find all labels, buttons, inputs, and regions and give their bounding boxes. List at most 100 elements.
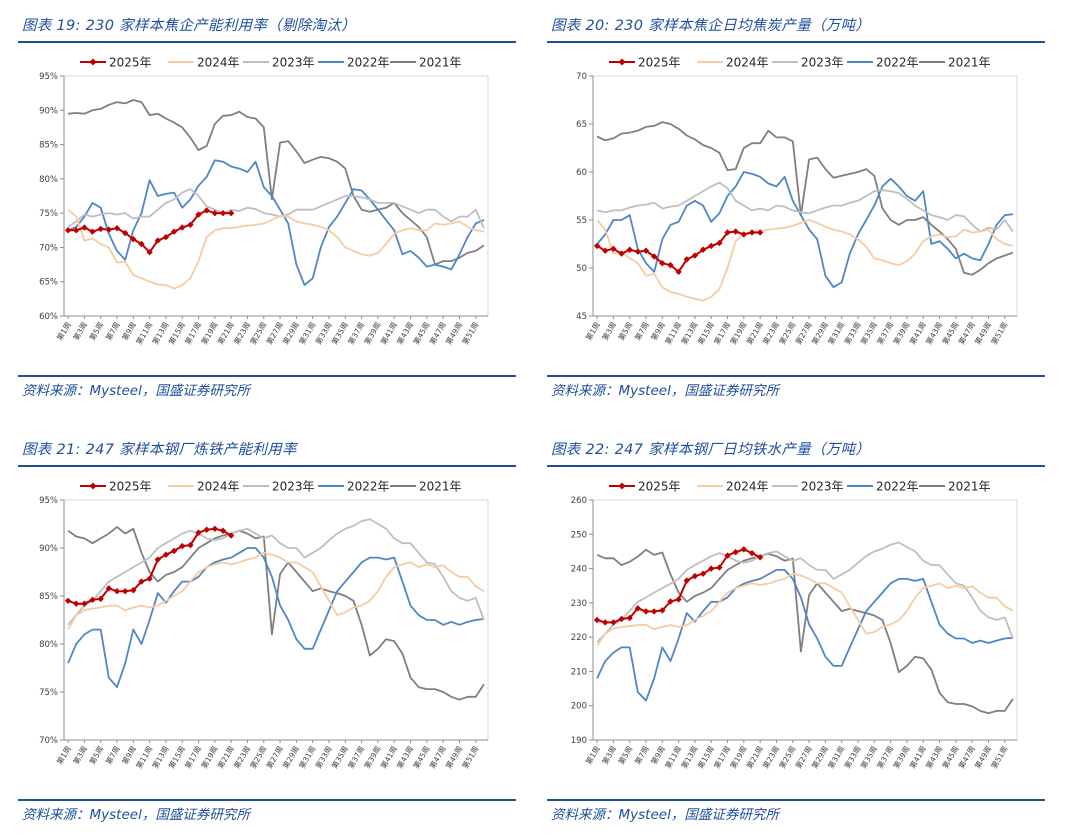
data-point bbox=[195, 529, 202, 536]
legend-label: 2022年 bbox=[876, 56, 919, 70]
figure-source: 资料来源：Mysteel，国盛证券研究所 bbox=[22, 807, 250, 823]
series-line bbox=[67, 188, 485, 229]
legend-label: 2024年 bbox=[726, 480, 769, 494]
legend-label: 2023年 bbox=[801, 56, 844, 70]
chart-panel: 图表 22: 247 家样本钢厂日均铁水产量（万吨） 190 200 210 220 2… bbox=[547, 432, 1067, 840]
legend-label: 2024年 bbox=[726, 56, 769, 70]
y-tick-label: 190 bbox=[571, 736, 587, 746]
data-point bbox=[170, 228, 178, 235]
data-point bbox=[138, 240, 145, 248]
x-tick-label: 第7周 bbox=[103, 320, 122, 342]
data-point bbox=[130, 587, 137, 594]
title-rule bbox=[547, 465, 1045, 467]
y-tick-label: 80% bbox=[39, 640, 58, 650]
data-point bbox=[203, 207, 210, 214]
y-tick-label: 210 bbox=[571, 667, 587, 677]
chart-panel: 图表 19: 230 家样本焦企产能利用率（剔除淘汰） 60% 65% 70% 75%… bbox=[18, 8, 538, 416]
x-tick-label: 第7周 bbox=[632, 744, 651, 766]
series-line bbox=[596, 548, 1014, 715]
legend-label: 2021年 bbox=[419, 480, 462, 494]
data-point bbox=[756, 229, 764, 236]
data-point bbox=[162, 551, 170, 558]
data-point bbox=[667, 261, 674, 269]
series-line bbox=[596, 569, 1013, 702]
data-point bbox=[602, 619, 609, 626]
data-point bbox=[64, 227, 72, 234]
x-tick-label: 第51周 bbox=[989, 744, 1010, 770]
data-point bbox=[748, 549, 756, 557]
y-tick-label: 70% bbox=[39, 243, 58, 253]
y-tick-label: 260 bbox=[571, 496, 587, 506]
legend-label: 2023年 bbox=[801, 480, 844, 494]
series-line bbox=[596, 181, 1014, 233]
series-line bbox=[596, 541, 1014, 643]
legend-label: 2022年 bbox=[876, 480, 919, 494]
y-tick-label: 65 bbox=[576, 120, 587, 130]
legend-label: 2021年 bbox=[948, 56, 991, 70]
chart-panel: 图表 21: 247 家样本钢厂炼铁产能利用率 70% 75% 80% 85% 90% 9… bbox=[18, 432, 538, 840]
line-chart: 60%65%70%75%80%85%90%95%第1周第3周第5周第7周第9周第… bbox=[39, 56, 489, 346]
legend-label: 2023年 bbox=[272, 56, 315, 70]
data-point bbox=[146, 575, 153, 582]
source-rule bbox=[18, 375, 516, 377]
data-point bbox=[162, 233, 170, 241]
y-tick-label: 230 bbox=[571, 599, 587, 609]
legend-label: 2025年 bbox=[109, 56, 152, 70]
data-point bbox=[203, 526, 210, 533]
y-tick-label: 70 bbox=[576, 72, 587, 82]
x-tick-label: 第7周 bbox=[632, 320, 651, 342]
legend-marker bbox=[618, 482, 626, 490]
data-point bbox=[113, 225, 121, 232]
x-tick-label: 第3周 bbox=[71, 320, 90, 342]
y-tick-label: 90% bbox=[39, 544, 58, 554]
figure-title: 图表 20: 230 家样本焦企日均焦炭产量（万吨） bbox=[551, 18, 871, 34]
data-point bbox=[73, 600, 80, 607]
data-point bbox=[187, 221, 194, 228]
figure-title: 图表 21: 247 家样本钢厂炼铁产能利用率 bbox=[22, 442, 297, 458]
legend-label: 2025年 bbox=[638, 56, 681, 70]
title-rule bbox=[18, 41, 516, 43]
series-line bbox=[67, 518, 485, 626]
y-tick-label: 90% bbox=[39, 106, 58, 116]
data-point bbox=[724, 552, 731, 559]
legend-label: 2022年 bbox=[347, 56, 390, 70]
line-chart: 70%75%80%85%90%95%第1周第3周第5周第7周第9周第11周第13… bbox=[39, 480, 489, 770]
y-tick-label: 80% bbox=[39, 175, 58, 185]
data-point bbox=[211, 525, 219, 532]
x-tick-label: 第7周 bbox=[103, 744, 122, 766]
data-point bbox=[146, 249, 153, 256]
line-chart: 190200210220230240250260第1周第3周第5周第7周第9周第… bbox=[571, 480, 1018, 770]
y-tick-label: 45 bbox=[576, 312, 587, 322]
data-point bbox=[650, 608, 658, 615]
data-point bbox=[610, 619, 617, 626]
figure-title: 图表 22: 247 家样本钢厂日均铁水产量（万吨） bbox=[551, 442, 871, 458]
y-tick-label: 85% bbox=[39, 141, 58, 151]
line-chart: 455055606570第1周第3周第5周第7周第9周第11周第13周第15周第… bbox=[576, 56, 1018, 346]
x-tick-label: 第1周 bbox=[54, 320, 73, 342]
legend-marker bbox=[89, 58, 97, 66]
legend-label: 2021年 bbox=[948, 480, 991, 494]
data-point bbox=[748, 229, 756, 236]
data-point bbox=[81, 224, 88, 231]
data-point bbox=[724, 229, 731, 236]
y-tick-label: 65% bbox=[39, 278, 58, 288]
x-tick-label: 第3周 bbox=[71, 744, 90, 766]
series-line bbox=[67, 526, 485, 701]
data-point bbox=[626, 246, 633, 253]
data-point bbox=[89, 228, 96, 235]
data-point bbox=[64, 597, 72, 604]
data-point bbox=[211, 209, 219, 217]
data-point bbox=[187, 541, 194, 549]
data-point bbox=[121, 588, 129, 595]
data-point bbox=[130, 236, 137, 243]
x-tick-label: 第3周 bbox=[600, 744, 619, 766]
series-line bbox=[67, 551, 485, 631]
x-tick-label: 第3周 bbox=[600, 320, 619, 342]
legend-label: 2024年 bbox=[197, 480, 240, 494]
data-point bbox=[675, 596, 682, 603]
y-tick-label: 95% bbox=[39, 496, 58, 506]
data-point bbox=[179, 224, 186, 231]
data-point bbox=[618, 615, 625, 623]
title-rule bbox=[18, 465, 516, 467]
data-point bbox=[170, 547, 178, 555]
